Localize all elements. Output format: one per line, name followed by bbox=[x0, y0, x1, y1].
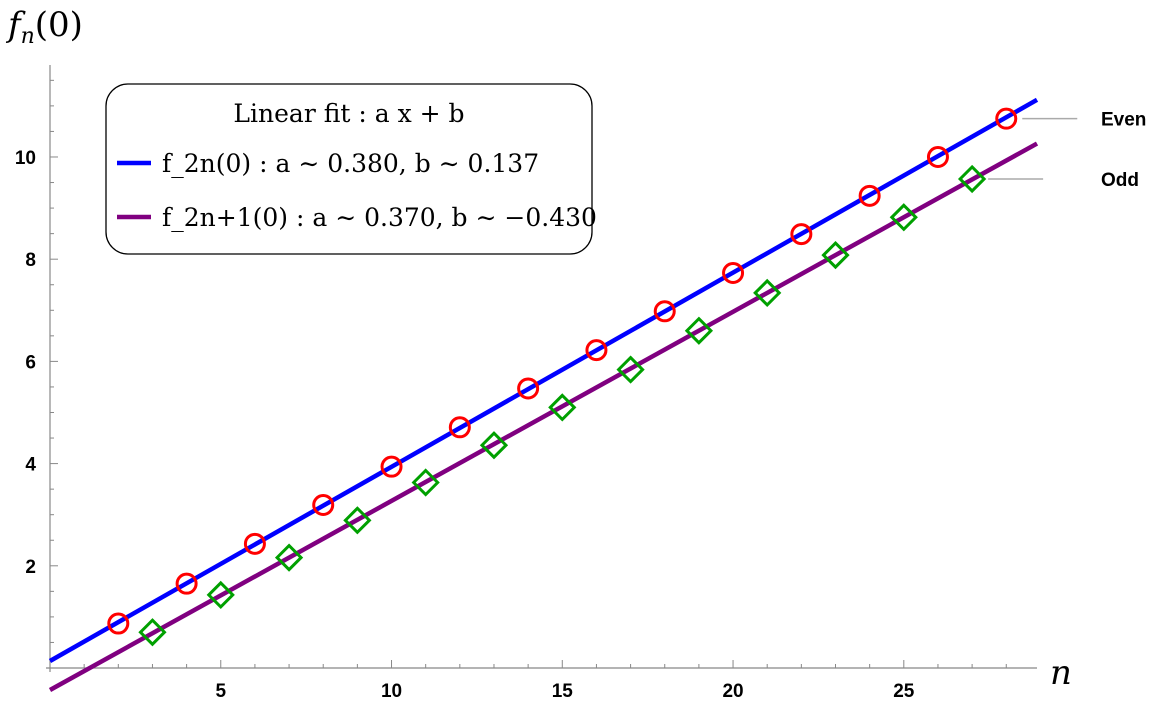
axes: 5 10 15 20 25 2 4 6 8 10 n fn(0) bbox=[5, 5, 1072, 702]
legend-title: Linear fit : a x + b bbox=[233, 99, 464, 128]
even-fit-line bbox=[48, 97, 1039, 663]
series-label: Odd bbox=[1101, 170, 1139, 191]
odd-point bbox=[684, 316, 714, 345]
odd-point bbox=[274, 543, 304, 572]
odd-point bbox=[411, 468, 440, 497]
odd-point bbox=[343, 506, 372, 535]
odd-point bbox=[957, 164, 987, 194]
legend-box bbox=[105, 83, 593, 255]
odd-point bbox=[616, 355, 645, 384]
odd-point bbox=[753, 278, 782, 308]
series-label: Even bbox=[1101, 110, 1146, 131]
even-point bbox=[380, 455, 403, 478]
odd-point bbox=[821, 240, 850, 270]
even-point bbox=[585, 339, 608, 362]
x-tick-label: 25 bbox=[893, 681, 915, 702]
y-tick-label: 2 bbox=[25, 557, 36, 578]
even-point bbox=[175, 572, 198, 595]
legend-entry: f_2n(0) : a ∼ 0.380, b ∼ 0.137 bbox=[162, 149, 539, 178]
legend: Linear fit : a x + b f_2n(0) : a ∼ 0.380,… bbox=[105, 83, 597, 255]
x-tick-label: 10 bbox=[381, 681, 402, 702]
odd-point bbox=[206, 580, 235, 610]
even-point bbox=[107, 612, 130, 635]
y-tick-label: 4 bbox=[25, 455, 36, 476]
even-point bbox=[858, 184, 881, 207]
x-tick-label: 20 bbox=[722, 681, 743, 702]
y-axis-label: fn(0) bbox=[5, 5, 83, 49]
even-point bbox=[517, 377, 540, 400]
even-point bbox=[722, 261, 745, 284]
even-point bbox=[995, 107, 1018, 130]
odd-point bbox=[138, 618, 167, 647]
x-tick-label: 15 bbox=[552, 681, 574, 702]
y-tick-label: 10 bbox=[15, 148, 36, 169]
even-point bbox=[448, 416, 471, 439]
odd-point bbox=[548, 393, 577, 422]
even-point bbox=[926, 145, 949, 168]
even-point bbox=[790, 223, 813, 246]
x-tick-label: 5 bbox=[215, 681, 226, 702]
odd-point bbox=[479, 431, 509, 460]
legend-entry: f_2n+1(0) : a ∼ 0.370, b ∼ −0.430 bbox=[162, 203, 597, 232]
data-markers bbox=[107, 107, 1018, 647]
even-point bbox=[243, 532, 266, 555]
y-tick-label: 8 bbox=[25, 250, 36, 271]
even-point bbox=[653, 300, 676, 323]
x-axis-label: n bbox=[1050, 653, 1072, 693]
series-callouts: Even Odd bbox=[988, 110, 1146, 191]
odd-point bbox=[889, 203, 918, 232]
y-tick-label: 6 bbox=[25, 352, 36, 373]
even-point bbox=[312, 493, 335, 516]
